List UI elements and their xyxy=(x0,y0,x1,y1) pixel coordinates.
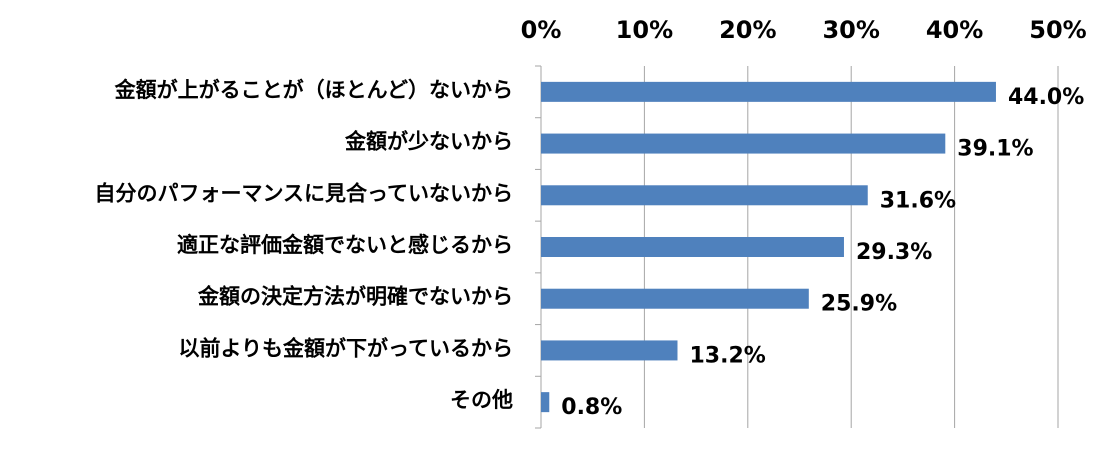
x-tick-label: 0% xyxy=(521,16,562,44)
data-label: 44.0% xyxy=(1008,85,1084,110)
x-axis-ticks: 0% 10% 20% 30% 40% 50% xyxy=(521,16,1087,44)
data-label: 25.9% xyxy=(821,292,897,317)
x-tick-label: 30% xyxy=(822,16,879,44)
category-label: 金額が上がることが（ほとんど）ないから xyxy=(114,78,513,102)
category-label: 適正な評価金額でないと感じるから xyxy=(177,233,513,257)
category-label: 金額が少ないから xyxy=(344,130,513,154)
x-tick-label: 50% xyxy=(1029,16,1086,44)
data-label: 29.3% xyxy=(856,240,932,265)
category-label: 金額の決定方法が明確でないから xyxy=(197,285,513,309)
bar xyxy=(541,133,946,154)
bar xyxy=(541,340,678,361)
bar xyxy=(541,237,844,257)
x-tick-label: 20% xyxy=(719,16,776,44)
bar xyxy=(541,185,868,206)
bar xyxy=(541,81,996,102)
bar xyxy=(541,288,809,309)
data-labels: 44.0% 39.1% 31.6% 29.3% 25.9% 13.2% 0.8% xyxy=(561,85,1084,420)
bars-group xyxy=(541,81,996,413)
category-label: その他 xyxy=(450,388,513,412)
data-label: 13.2% xyxy=(689,343,765,368)
category-label: 自分のパフォーマンスに見合っていないから xyxy=(94,181,513,205)
grid-lines xyxy=(535,65,1059,429)
data-label: 0.8% xyxy=(561,395,622,420)
data-label: 31.6% xyxy=(880,188,956,213)
x-tick-label: 10% xyxy=(616,16,673,44)
x-tick-label: 40% xyxy=(926,16,983,44)
data-label: 39.1% xyxy=(957,137,1033,162)
category-labels: 金額が上がることが（ほとんど）ないから金額が少ないから自分のパフォーマンスに見合… xyxy=(94,78,513,412)
bar xyxy=(541,392,550,413)
category-label: 以前よりも金額が下がっているから xyxy=(178,336,513,360)
